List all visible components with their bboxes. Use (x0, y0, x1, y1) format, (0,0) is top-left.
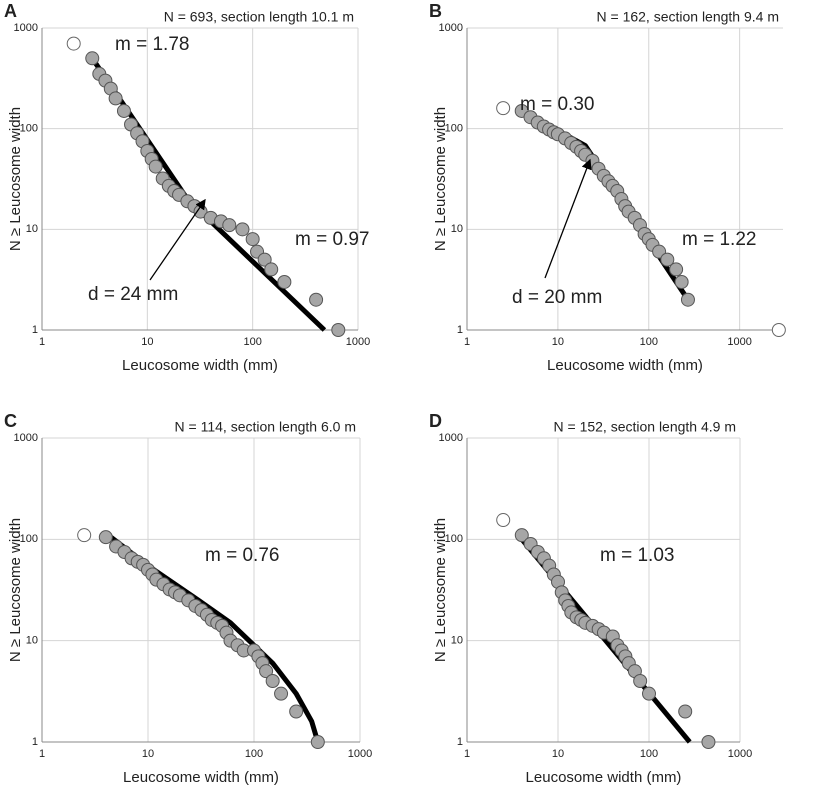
point (264, 262, 279, 277)
point (235, 222, 250, 237)
x-tick-label: 10 (141, 336, 153, 348)
annotation: m = 1.03 (600, 545, 674, 566)
point (257, 252, 272, 267)
point (85, 51, 100, 66)
annotation: d = 24 mm (88, 284, 178, 305)
x-axis-title: Leucosome width (mm) (547, 357, 703, 374)
fit-line (520, 108, 691, 302)
panel-title: N = 152, section length 4.9 m (554, 419, 737, 435)
point (259, 664, 274, 679)
x-tick-label: 100 (640, 336, 658, 348)
point (265, 673, 280, 688)
x-tick-label: 1000 (346, 336, 370, 348)
point (222, 218, 237, 233)
point (98, 530, 113, 545)
point (310, 735, 325, 749)
y-tick-label: 1000 (14, 22, 38, 34)
open-point (496, 513, 511, 528)
y-tick-label: 1000 (439, 432, 463, 444)
y-tick-label: 10 (451, 635, 463, 647)
panel-label: B (429, 1, 442, 21)
point (669, 262, 684, 277)
x-tick-label: 100 (243, 336, 261, 348)
point (108, 91, 123, 106)
x-axis-title: Leucosome width (mm) (123, 769, 279, 786)
x-tick-label: 1 (464, 336, 470, 348)
x-tick-label: 100 (245, 748, 263, 760)
y-tick-label: 10 (26, 635, 38, 647)
x-tick-label: 1 (39, 336, 45, 348)
y-tick-label: 10 (451, 223, 463, 235)
y-tick-label: 100 (445, 533, 463, 545)
arrow (544, 158, 592, 279)
panel-label: A (4, 1, 17, 21)
y-axis-title: N ≥ Leucosome width (432, 518, 449, 662)
x-tick-label: 10 (142, 748, 154, 760)
point (289, 704, 304, 719)
panel-title: N = 693, section length 10.1 m (164, 9, 354, 25)
y-tick-label: 1 (32, 324, 38, 336)
point (309, 292, 324, 307)
open-point (77, 528, 92, 543)
panel-title: N = 114, section length 6.0 m (175, 419, 356, 435)
x-tick-label: 10 (552, 336, 564, 348)
point (678, 704, 693, 719)
point (701, 735, 716, 749)
point (277, 274, 292, 289)
point (148, 159, 163, 174)
x-tick-label: 1000 (348, 748, 372, 760)
y-tick-label: 1000 (14, 432, 38, 444)
x-tick-label: 1000 (728, 748, 752, 760)
point (245, 232, 260, 247)
x-axis-title: Leucosome width (mm) (122, 357, 278, 374)
y-axis-title: N ≥ Leucosome width (432, 107, 449, 251)
y-tick-label: 100 (445, 123, 463, 135)
open-point (496, 101, 511, 116)
y-tick-label: 1 (457, 324, 463, 336)
y-tick-label: 100 (20, 533, 38, 545)
point (274, 686, 289, 701)
x-tick-label: 1 (464, 748, 470, 760)
point (116, 103, 131, 118)
panel-label: C (4, 411, 17, 431)
y-tick-label: 100 (20, 123, 38, 135)
open-point (66, 36, 81, 51)
point (674, 274, 689, 289)
point (633, 673, 648, 688)
arrow (149, 198, 206, 281)
annotation: m = 1.78 (115, 34, 189, 55)
panel-label: D (429, 411, 442, 431)
annotation: m = 0.76 (205, 545, 279, 566)
annotation: m = 0.30 (520, 94, 594, 115)
point (331, 323, 346, 337)
open-point (771, 323, 786, 337)
point (642, 686, 656, 701)
x-tick-label: 1000 (727, 336, 751, 348)
x-tick-label: 10 (552, 748, 564, 760)
y-axis-title: N ≥ Leucosome width (7, 107, 24, 251)
point (660, 252, 675, 267)
y-tick-label: 1 (457, 736, 463, 748)
panel-title: N = 162, section length 9.4 m (597, 9, 780, 25)
y-tick-label: 1000 (439, 22, 463, 34)
x-tick-label: 100 (640, 748, 658, 760)
point (514, 528, 529, 543)
annotation: m = 0.97 (295, 229, 369, 250)
annotation: d = 20 mm (512, 287, 602, 308)
x-tick-label: 1 (39, 748, 45, 760)
point (680, 292, 695, 307)
y-tick-label: 1 (32, 736, 38, 748)
annotation: m = 1.22 (682, 229, 756, 250)
x-axis-title: Leucosome width (mm) (526, 769, 682, 786)
y-tick-label: 10 (26, 223, 38, 235)
y-axis-title: N ≥ Leucosome width (7, 518, 24, 662)
